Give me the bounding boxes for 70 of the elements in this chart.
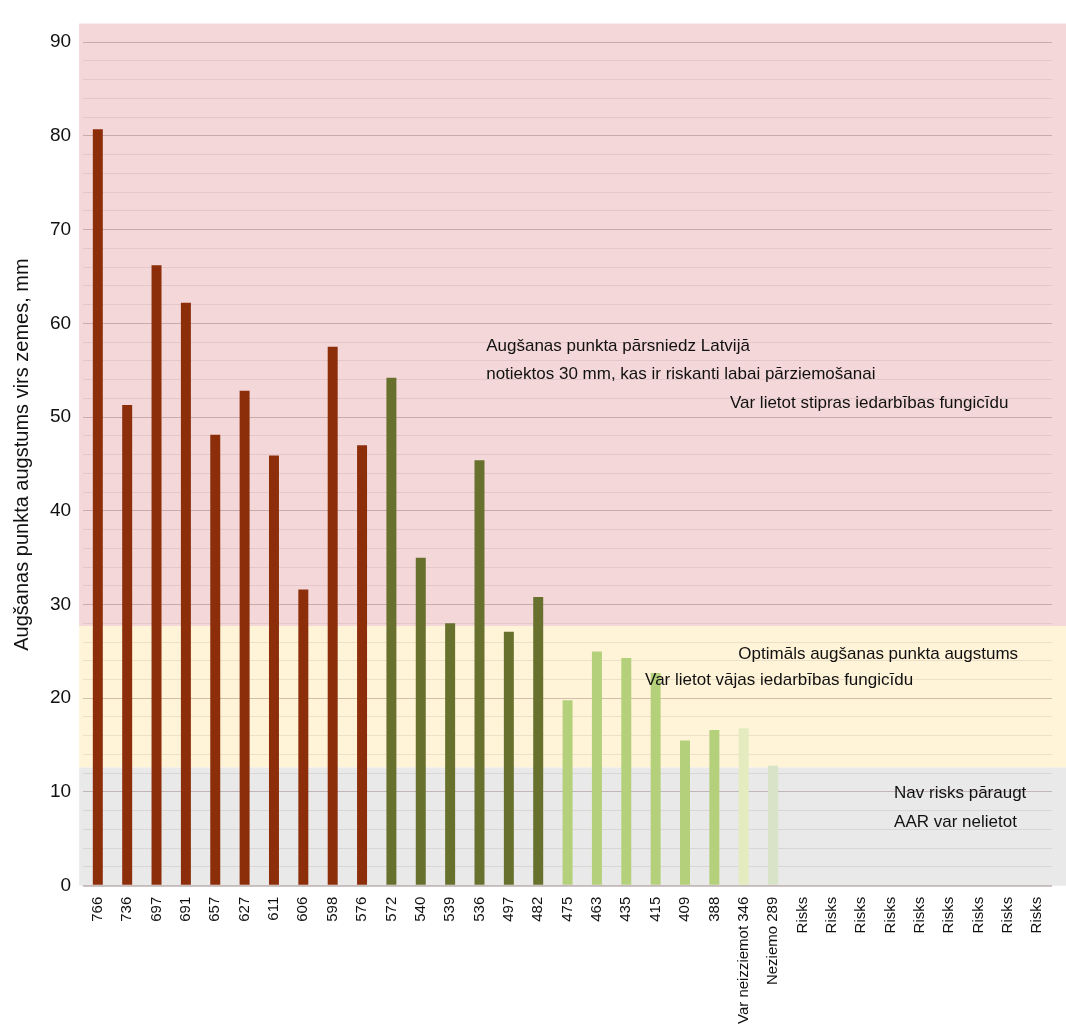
bar <box>474 460 485 885</box>
x-tick-label: 435 <box>616 896 634 922</box>
x-tick-label: Risks <box>998 896 1016 934</box>
y-tick-label: 0 <box>60 873 72 895</box>
bar <box>386 377 397 885</box>
bar <box>92 129 103 885</box>
bar <box>738 728 749 885</box>
bar <box>210 434 221 885</box>
x-tick-label: 475 <box>557 896 575 922</box>
bar <box>415 557 426 885</box>
x-tick-label: 576 <box>352 896 370 922</box>
x-tick-label: 766 <box>87 896 105 922</box>
y-tick-label: 50 <box>49 405 72 427</box>
x-tick-label: Risks <box>851 896 869 934</box>
x-tick-label: Neziemo 289 <box>763 896 781 986</box>
y-tick-label: 10 <box>49 780 72 802</box>
band-label: Augšanas punkta pārsniedz Latvijā notiektos 30 mm, kas ir riskanti labai pārziemošanai Var lietot stipras iedarbības fungicīdu <box>486 335 1009 412</box>
x-tick-label: Risks <box>939 896 957 934</box>
bar <box>621 657 632 885</box>
y-axis-title: Augšanas punkta augstums virs zemes, mm <box>9 258 32 651</box>
x-tick-label: Risks <box>910 896 928 934</box>
bar <box>268 455 279 885</box>
y-tick-label: 70 <box>49 217 72 239</box>
band-label: Nav risks pāraugt AAR var nelietot <box>894 783 1027 831</box>
bar <box>768 765 779 885</box>
x-tick-label: 572 <box>381 896 399 922</box>
bar <box>122 404 133 885</box>
y-tick-label: 20 <box>49 686 72 708</box>
x-tick-label: 388 <box>704 896 722 922</box>
x-tick-label: 463 <box>587 896 605 922</box>
bar <box>180 302 191 885</box>
bar <box>591 651 602 885</box>
y-tick-label: 90 <box>49 30 72 52</box>
x-tick-label: 606 <box>293 896 311 922</box>
bar <box>533 597 544 885</box>
x-tick-label: 611 <box>264 896 282 921</box>
x-tick-label: 736 <box>117 896 135 922</box>
x-tick-label: 540 <box>410 896 428 922</box>
x-tick-label: Risks <box>792 896 810 934</box>
x-tick-label: 697 <box>146 896 164 922</box>
x-tick-label: Var neizziemot 346 <box>733 896 751 1025</box>
x-tick-label: 415 <box>645 896 663 922</box>
band-label: Optimāls augšanas punkta augstums Var lietot vājas iedarbības fungicīdu <box>645 644 1019 689</box>
x-tick-label: 598 <box>322 896 340 922</box>
bar <box>445 623 456 885</box>
x-tick-label: 497 <box>498 896 516 922</box>
bar <box>327 346 338 885</box>
bar <box>357 445 368 885</box>
x-tick-label: Risks <box>880 896 898 934</box>
bar <box>503 631 514 885</box>
bar <box>709 730 720 885</box>
x-tick-label: 536 <box>469 896 487 922</box>
bar <box>151 265 162 885</box>
x-tick-label: 539 <box>440 896 458 922</box>
x-tick-label: 691 <box>176 896 194 922</box>
bar <box>298 589 309 885</box>
y-tick-label: 40 <box>49 499 72 521</box>
bar <box>562 700 573 885</box>
y-tick-label: 30 <box>49 592 72 614</box>
x-tick-label: 627 <box>234 896 252 922</box>
bar <box>239 390 250 885</box>
x-tick-label: Risks <box>1027 896 1045 934</box>
y-tick-label: 60 <box>49 311 72 333</box>
bar <box>680 740 690 885</box>
x-tick-label: 409 <box>675 896 693 922</box>
y-tick-label: 80 <box>49 124 72 146</box>
x-tick-label: 657 <box>205 896 223 922</box>
x-tick-label: Risks <box>821 896 839 934</box>
x-tick-label: 482 <box>528 896 546 922</box>
x-tick-label: Risks <box>968 896 986 934</box>
